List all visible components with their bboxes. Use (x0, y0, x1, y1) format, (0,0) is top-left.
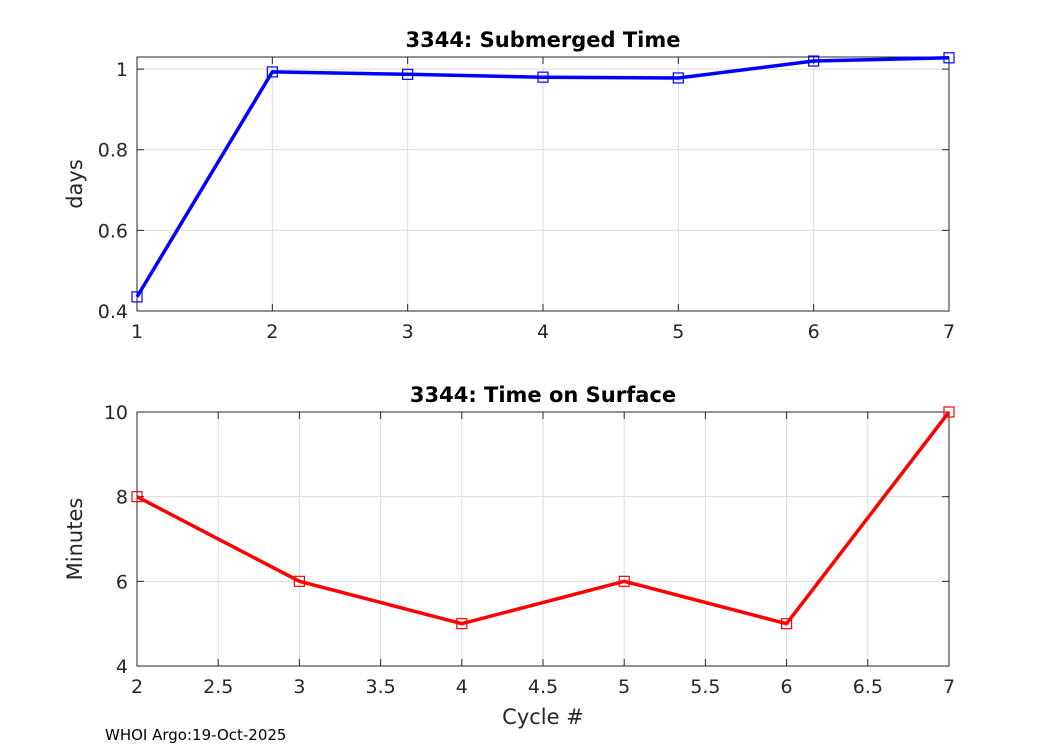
x-tick-label: 5.5 (690, 676, 720, 698)
x-tick-label: 3.5 (365, 676, 395, 698)
x-tick-label: 4.5 (528, 676, 558, 698)
data-point (456, 618, 468, 630)
x-tick-label: 2 (131, 676, 143, 698)
x-tick-label: 1 (131, 321, 143, 343)
y-tick-label: 0.6 (98, 220, 128, 242)
x-tick-label: 6.5 (853, 676, 883, 698)
y-tick-label: 10 (104, 402, 128, 424)
x-tick-label: 6 (781, 676, 793, 698)
data-point (618, 575, 630, 587)
x-tick-label: 4 (537, 321, 549, 343)
data-point (943, 406, 955, 418)
y-tick-label: 1 (116, 59, 128, 81)
x-tick-label: 7 (943, 321, 955, 343)
footer-date-stamp: WHOI Argo:19-Oct-2025 (105, 726, 287, 744)
series-line (135, 56, 950, 298)
y-axis-label: Minutes (63, 498, 87, 581)
x-tick-label: 5 (672, 321, 684, 343)
x-tick-label: 3 (293, 676, 305, 698)
chart-title: 3344: Time on Surface (410, 383, 676, 407)
y-tick-label: 0.8 (98, 140, 128, 162)
data-point (537, 71, 549, 83)
x-axis-label: Cycle # (502, 705, 584, 729)
surface-time-chart: 2 2.5 3 3.5 4 4.5 5 5.5 6 6.5 7 4 6 8 10 3344: Time on … (63, 383, 955, 729)
x-tick-label: 6 (808, 321, 820, 343)
chart-title: 3344: Submerged Time (405, 28, 680, 52)
y-tick-label: 8 (116, 487, 128, 509)
data-point (266, 66, 278, 78)
x-tick-label: 2 (266, 321, 278, 343)
data-point (131, 491, 143, 503)
x-tick-label: 5 (618, 676, 630, 698)
data-point (672, 72, 684, 84)
x-tick-label: 3 (402, 321, 414, 343)
data-point (780, 618, 793, 630)
data-point (293, 575, 305, 587)
y-tick-label: 0.4 (98, 301, 128, 323)
series-line (136, 410, 951, 626)
y-axis-label: days (63, 159, 87, 209)
y-tick-label: 6 (116, 571, 128, 593)
data-point (808, 55, 820, 67)
y-tick-label: 4 (116, 656, 128, 678)
x-tick-label: 4 (456, 676, 468, 698)
data-point (131, 291, 143, 303)
data-point (402, 68, 414, 80)
submerged-time-chart: 1 2 3 4 5 6 7 0.4 0.6 0.8 1 3344: Submerged Time day… (63, 28, 955, 343)
x-tick-label: 2.5 (203, 676, 233, 698)
x-tick-label: 7 (943, 676, 955, 698)
data-point (943, 52, 955, 64)
